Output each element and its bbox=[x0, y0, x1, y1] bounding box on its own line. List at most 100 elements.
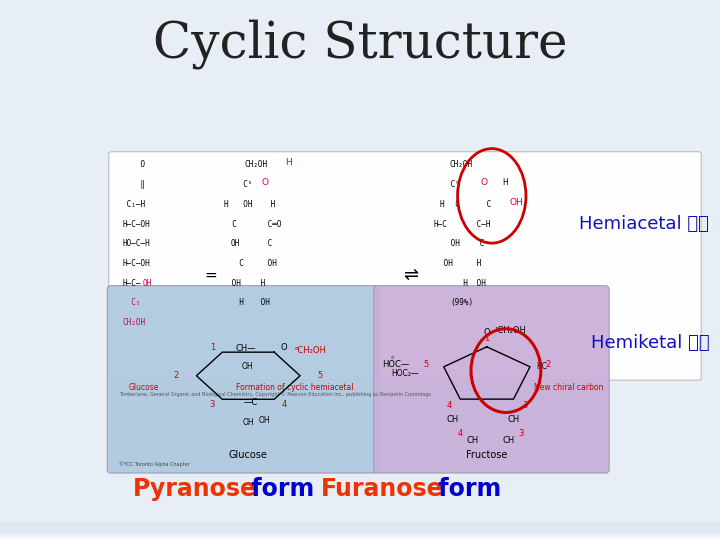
Text: form: form bbox=[243, 477, 314, 501]
Text: H: H bbox=[503, 179, 508, 187]
Text: H: H bbox=[284, 158, 292, 167]
Text: OH: OH bbox=[446, 239, 460, 248]
Text: H—C—OH: H—C—OH bbox=[122, 220, 150, 228]
Text: C—H: C—H bbox=[472, 220, 490, 228]
Text: ⇌: ⇌ bbox=[402, 266, 418, 284]
Bar bbox=[0, 524, 720, 533]
Bar bbox=[0, 523, 720, 532]
Text: OH: OH bbox=[242, 362, 253, 371]
Text: 4: 4 bbox=[282, 400, 287, 409]
Text: OH: OH bbox=[234, 200, 253, 209]
Bar bbox=[0, 527, 720, 536]
Text: C: C bbox=[446, 200, 460, 209]
Bar bbox=[0, 531, 720, 540]
Text: Glucose: Glucose bbox=[129, 383, 159, 393]
Bar bbox=[0, 526, 720, 535]
Bar bbox=[0, 530, 720, 539]
Bar bbox=[0, 528, 720, 537]
Bar bbox=[0, 526, 720, 535]
Text: OH: OH bbox=[510, 198, 523, 207]
Bar bbox=[0, 525, 720, 534]
Bar bbox=[0, 531, 720, 540]
Bar bbox=[0, 526, 720, 535]
Bar bbox=[0, 527, 720, 536]
Text: 1: 1 bbox=[485, 334, 490, 343]
Bar bbox=[0, 528, 720, 537]
Bar bbox=[0, 529, 720, 538]
Text: 2: 2 bbox=[174, 371, 179, 380]
Text: C⁵: C⁵ bbox=[446, 180, 460, 189]
Text: H: H bbox=[223, 200, 228, 209]
Text: =: = bbox=[204, 267, 217, 282]
Text: Cyclic Structure: Cyclic Structure bbox=[153, 19, 567, 69]
Bar bbox=[0, 528, 720, 537]
Text: C: C bbox=[482, 200, 492, 209]
Text: H: H bbox=[472, 259, 481, 268]
Bar bbox=[0, 525, 720, 534]
Text: OH: OH bbox=[263, 259, 276, 268]
Bar bbox=[0, 523, 720, 531]
Text: C₁—H: C₁—H bbox=[122, 200, 145, 209]
Text: OH: OH bbox=[472, 279, 485, 288]
Text: CH—: CH— bbox=[235, 345, 256, 353]
Text: 3: 3 bbox=[522, 401, 527, 410]
Bar bbox=[0, 523, 720, 532]
Text: OH: OH bbox=[256, 299, 269, 307]
Bar bbox=[0, 526, 720, 535]
Text: ‖: ‖ bbox=[122, 180, 145, 189]
Text: form: form bbox=[430, 477, 501, 501]
Text: ⁶CH₂OH: ⁶CH₂OH bbox=[295, 346, 327, 355]
Bar bbox=[0, 530, 720, 539]
Text: OH: OH bbox=[227, 279, 240, 288]
Text: CH: CH bbox=[503, 436, 515, 445]
Bar bbox=[0, 526, 720, 536]
Text: 3: 3 bbox=[518, 429, 523, 438]
Text: Formation of cyclic hemiacetal: Formation of cyclic hemiacetal bbox=[236, 383, 354, 393]
Text: H: H bbox=[439, 200, 444, 209]
Text: C: C bbox=[475, 239, 485, 248]
Text: H—C—: H—C— bbox=[122, 279, 141, 288]
Text: H: H bbox=[266, 200, 276, 209]
Text: C: C bbox=[223, 220, 237, 228]
Text: ©YCC Toronto Alpha Chapter: ©YCC Toronto Alpha Chapter bbox=[119, 461, 189, 467]
Text: ⁶: ⁶ bbox=[391, 355, 395, 364]
Text: CH₂OH: CH₂OH bbox=[450, 160, 473, 170]
Text: C═O: C═O bbox=[263, 220, 282, 228]
Text: New chiral carbon: New chiral carbon bbox=[534, 383, 603, 393]
Text: Hemiketal 구조: Hemiketal 구조 bbox=[590, 334, 709, 352]
Text: ¹CH₂OH: ¹CH₂OH bbox=[494, 326, 526, 335]
Text: HO—C—H: HO—C—H bbox=[122, 239, 150, 248]
Text: CH: CH bbox=[467, 436, 479, 445]
Bar bbox=[0, 525, 720, 534]
Bar bbox=[0, 524, 720, 532]
Text: Hemiacetal 구조: Hemiacetal 구조 bbox=[580, 215, 709, 233]
Bar bbox=[0, 528, 720, 537]
Text: O: O bbox=[484, 328, 490, 337]
Bar bbox=[0, 525, 720, 534]
Bar bbox=[0, 530, 720, 538]
Bar bbox=[0, 530, 720, 539]
Text: O: O bbox=[281, 343, 287, 352]
Bar bbox=[0, 523, 720, 532]
Bar bbox=[0, 525, 720, 535]
Bar bbox=[0, 525, 720, 534]
Bar bbox=[0, 523, 720, 532]
Bar bbox=[0, 529, 720, 538]
Text: H—C: H—C bbox=[433, 220, 447, 228]
Text: 2: 2 bbox=[545, 360, 550, 369]
FancyBboxPatch shape bbox=[109, 152, 701, 380]
Text: CH: CH bbox=[447, 415, 459, 424]
Text: 5: 5 bbox=[318, 371, 323, 380]
Bar bbox=[0, 523, 720, 531]
Text: CH: CH bbox=[508, 415, 520, 424]
FancyBboxPatch shape bbox=[107, 286, 379, 473]
Bar bbox=[0, 525, 720, 535]
Bar bbox=[0, 530, 720, 539]
Text: CH₂OH: CH₂OH bbox=[245, 160, 268, 170]
Text: OH: OH bbox=[439, 259, 453, 268]
Bar bbox=[0, 529, 720, 538]
Text: H: H bbox=[256, 279, 265, 288]
Text: OH: OH bbox=[143, 279, 152, 288]
Bar bbox=[0, 524, 720, 534]
Bar bbox=[0, 524, 720, 534]
